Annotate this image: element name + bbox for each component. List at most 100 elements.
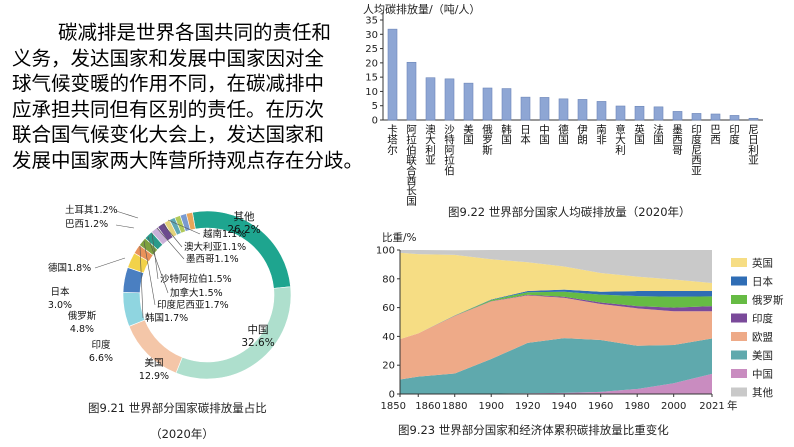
- slice-label: 32.6%: [241, 337, 274, 349]
- leader-line: [147, 236, 169, 294]
- slice-label: 韩国1.7%: [145, 312, 188, 324]
- y-tick-label: 10: [365, 87, 378, 98]
- legend-label: 欧盟: [752, 332, 773, 344]
- legend-swatch: [731, 258, 747, 267]
- slice-label: 巴西1.2%: [65, 219, 108, 230]
- x-tick-label: 德国: [558, 123, 569, 146]
- area-series: [400, 294, 712, 340]
- x-tick-label: 南非: [596, 123, 607, 146]
- x-tick-label: 伊朗: [577, 124, 588, 146]
- x-tick-label: 法国: [653, 123, 664, 146]
- bar: [425, 77, 436, 121]
- legend-label: 美国: [752, 349, 773, 362]
- slice-label: 12.9%: [139, 371, 169, 382]
- area-series: [400, 250, 712, 283]
- x-tick-label: 1850: [381, 401, 406, 412]
- y-tick-label: 80: [382, 274, 395, 285]
- bar: [463, 82, 474, 121]
- area-series: [400, 289, 712, 340]
- x-tick-label: 尼日利亚: [748, 124, 759, 167]
- bar: [501, 88, 512, 121]
- bar: [444, 78, 455, 121]
- y-tick-label: 30: [365, 30, 378, 41]
- y-tick-label: 0: [372, 116, 378, 127]
- x-axis-title: 年: [727, 399, 738, 412]
- bar: [729, 115, 740, 121]
- x-tick-label: 韩国: [501, 123, 512, 146]
- legend-swatch: [731, 313, 747, 323]
- y-tick-label: 5: [372, 101, 378, 112]
- bar: [596, 101, 607, 121]
- legend-label: 日本: [752, 275, 773, 288]
- passage-text: 碳减排是世界各国共同的责任和 义务，发达国家和发展中国家因对全 球气候变暖的作用…: [12, 20, 372, 173]
- leader-line: [143, 240, 156, 306]
- legend-swatch: [731, 332, 747, 341]
- ring-slice: [122, 291, 146, 327]
- passage-line: 碳减排是世界各国共同的责任和: [58, 21, 332, 44]
- y-tick-label: 25: [365, 44, 378, 55]
- y-tick-label: 20: [382, 361, 395, 372]
- x-tick-label: 1960: [588, 401, 613, 412]
- slice-label: 德国1.8%: [48, 262, 91, 274]
- figure-caption: 图9.22 世界部分国家人均碳排放量（2020年）: [448, 205, 691, 219]
- area-series: [400, 373, 712, 394]
- area-series: [400, 291, 712, 340]
- passage-line: 球气候变暖的作用不同，在碳减排中: [12, 72, 325, 95]
- area-series: [400, 295, 712, 380]
- slice-label: 澳大利亚1.1%: [184, 241, 246, 253]
- bar: [577, 99, 588, 121]
- x-tick-label: 1940: [551, 401, 576, 412]
- x-tick-label: 2000: [661, 401, 686, 412]
- x-tick-label: 巴西: [710, 124, 721, 146]
- y-tick-label: 35: [365, 16, 378, 27]
- legend-label: 印度: [752, 312, 773, 325]
- x-tick-label: 中国: [539, 123, 550, 146]
- legend-swatch: [731, 369, 747, 378]
- slice-label: 土耳其1.2%: [65, 204, 118, 216]
- slice-label: 日本: [50, 286, 70, 298]
- x-tick-label: 墨西哥: [672, 124, 683, 156]
- slice-label: 4.8%: [70, 324, 94, 335]
- y-tick-label: 15: [365, 73, 378, 84]
- y-tick-label: 100: [376, 246, 395, 257]
- leader-line: [94, 257, 126, 269]
- x-tick-label: 印度尼西亚: [691, 124, 702, 177]
- y-axis-title: 比重/%: [382, 231, 417, 244]
- bar: [558, 98, 569, 121]
- x-tick-label: 英国: [634, 123, 645, 146]
- area-series: [400, 338, 712, 394]
- leader-line: [139, 245, 144, 319]
- slice-label: 俄罗斯: [68, 310, 97, 322]
- slice-label: 美国: [144, 357, 163, 369]
- slice-label: 26.2%: [227, 224, 260, 236]
- slice-label: 6.6%: [89, 353, 113, 364]
- legend-label: 俄罗斯: [752, 294, 784, 307]
- y-tick-label: 40: [382, 332, 395, 343]
- leader-line: [167, 219, 201, 235]
- legend-swatch: [731, 276, 747, 286]
- bar: [672, 111, 683, 121]
- bar: [482, 87, 493, 121]
- area-series: [400, 252, 712, 340]
- leader-line: [156, 227, 185, 260]
- leader-line: [115, 210, 139, 219]
- y-axis-title: 人均碳排放量/（吨/人）: [363, 2, 480, 16]
- legend-label: 其他: [752, 386, 773, 399]
- x-tick-label: 印度: [729, 124, 740, 146]
- y-tick-label: 60: [382, 303, 395, 314]
- x-tick-label: 2021: [699, 401, 724, 412]
- slice-label: 3.0%: [48, 300, 72, 311]
- bar: [748, 117, 759, 121]
- bar: [653, 106, 664, 121]
- bar: [539, 97, 550, 121]
- x-tick-label: 阿拉伯联合酋长国: [406, 124, 417, 207]
- passage-line: 应承担共同但有区别的责任。在历次: [12, 97, 325, 121]
- x-tick-label: 日本: [520, 124, 531, 146]
- slice-label: 越南1.1%: [203, 228, 246, 240]
- x-tick-label: 1900: [479, 401, 504, 412]
- figure-caption: （2020年）: [150, 427, 214, 441]
- bar: [634, 105, 645, 121]
- x-tick-label: 1860: [415, 401, 440, 412]
